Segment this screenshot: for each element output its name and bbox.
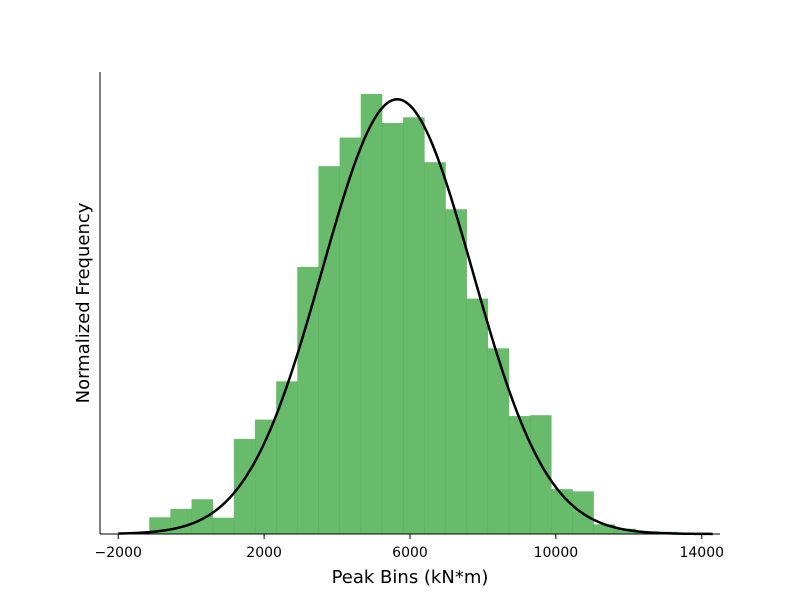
histogram-bar <box>318 166 341 534</box>
x-tick-label: 14000 <box>679 545 724 561</box>
histogram-bar <box>445 209 467 534</box>
histogram-bar <box>529 415 552 534</box>
histogram-bar <box>170 508 192 534</box>
histogram-bar <box>360 94 383 534</box>
histogram-bar <box>403 117 425 534</box>
histogram-bar <box>424 162 446 534</box>
histogram-bar <box>593 524 615 534</box>
histogram-bar <box>255 419 277 534</box>
x-tick-label: 10000 <box>534 545 579 561</box>
x-tick-label: 6000 <box>392 545 428 561</box>
histogram-bar <box>487 348 510 534</box>
histogram-bar <box>191 499 214 534</box>
histogram-bar <box>466 298 489 534</box>
bars-layer <box>149 94 700 534</box>
x-axis-label: Peak Bins (kN*m) <box>332 567 489 588</box>
fit-curve-layer <box>118 98 713 536</box>
x-ticks-layer: −2000 2000 6000 10000 14000 <box>95 534 724 561</box>
histogram-bar <box>297 266 319 534</box>
normal-fit-curve <box>118 98 713 536</box>
histogram-bar <box>212 517 235 534</box>
y-axis-label: Normalized Frequency <box>73 202 94 403</box>
x-tick-label: −2000 <box>95 545 142 561</box>
x-tick-label: 2000 <box>246 545 282 561</box>
histogram-bar <box>233 438 256 534</box>
histogram-bar <box>276 381 298 534</box>
histogram-bar <box>508 416 531 534</box>
histogram-bar <box>339 137 362 534</box>
histogram-bar <box>614 528 637 534</box>
histogram-bar <box>381 123 404 534</box>
